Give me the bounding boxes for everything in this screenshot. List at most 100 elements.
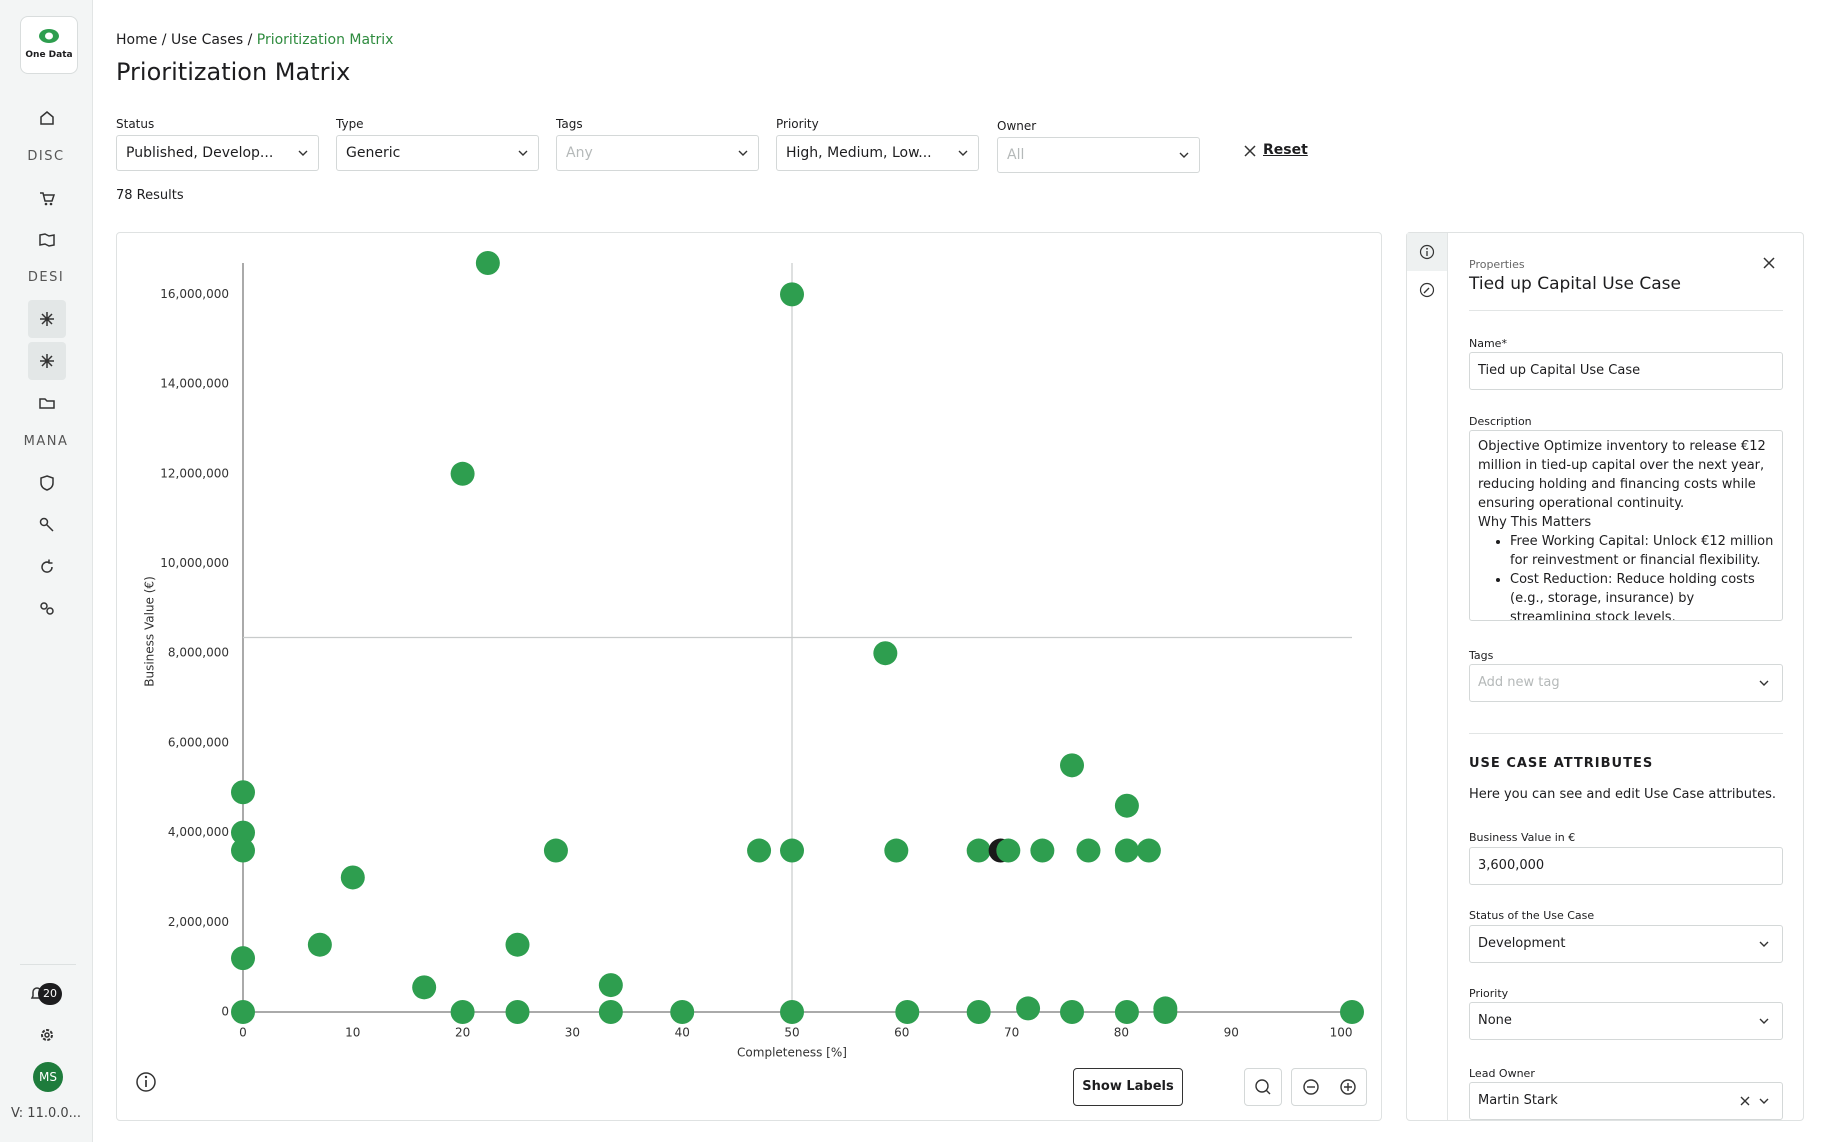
point[interactable] [231, 820, 255, 845]
divider [20, 964, 76, 965]
tags-input[interactable]: Add new tag [1469, 664, 1783, 702]
key-icon[interactable] [36, 514, 58, 536]
clear-button[interactable] [1739, 1095, 1751, 1107]
point[interactable] [747, 838, 772, 863]
home-icon[interactable] [36, 107, 58, 129]
name-input[interactable]: Tied up Capital Use Case [1469, 352, 1783, 390]
point[interactable] [231, 1000, 255, 1024]
point[interactable] [966, 1000, 991, 1024]
point[interactable] [895, 1000, 920, 1024]
breadcrumb-separator: / [161, 32, 167, 48]
point[interactable] [1016, 996, 1041, 1021]
refresh-icon[interactable] [36, 556, 58, 578]
zoom-out-button[interactable] [1292, 1069, 1330, 1105]
point[interactable] [505, 932, 530, 957]
panel-title: Tied up Capital Use Case [1469, 274, 1681, 294]
info-tab[interactable] [1419, 244, 1435, 260]
point[interactable] [780, 282, 805, 307]
filter-select[interactable]: High, Medium, Low... [776, 135, 979, 171]
cart-icon[interactable] [36, 187, 58, 209]
point[interactable] [966, 838, 991, 863]
description-bullet: Cost Reduction: Reduce holding costs (e.… [1510, 570, 1774, 620]
point[interactable] [884, 838, 909, 863]
point[interactable] [598, 973, 623, 998]
chevron [1759, 1098, 1769, 1104]
point[interactable] [1153, 1000, 1178, 1024]
x-tick-label: 20 [455, 1026, 470, 1040]
point[interactable] [780, 838, 805, 863]
filter-label: Status [116, 117, 155, 131]
chevron [738, 150, 748, 156]
logo[interactable]: One Data [20, 16, 78, 74]
point[interactable] [475, 251, 500, 275]
chevron [298, 150, 308, 156]
filter-label: Type [336, 117, 364, 131]
point[interactable] [231, 838, 255, 863]
x-tick-label: 90 [1224, 1026, 1239, 1040]
point[interactable] [1136, 838, 1161, 863]
users-icon[interactable] [36, 598, 58, 620]
show-labels-button[interactable]: Show Labels [1073, 1068, 1183, 1106]
point[interactable] [231, 946, 255, 971]
point[interactable] [598, 1000, 623, 1024]
point[interactable] [1076, 838, 1101, 863]
point[interactable] [1340, 1000, 1364, 1024]
matrix-icon[interactable] [36, 308, 58, 330]
zoom-reset-button[interactable] [1244, 1068, 1282, 1106]
priority-select[interactable]: None [1469, 1002, 1783, 1040]
filter-select[interactable]: All [997, 137, 1200, 173]
point[interactable] [340, 865, 365, 890]
point[interactable] [1114, 1000, 1139, 1024]
owner-select[interactable]: Martin Stark [1469, 1082, 1783, 1120]
point[interactable] [1060, 753, 1085, 778]
compass-tab[interactable] [1419, 282, 1435, 298]
zoom-group [1291, 1068, 1367, 1106]
point[interactable] [780, 1000, 805, 1024]
point[interactable] [1114, 793, 1139, 818]
business-value-input[interactable]: 3,600,000 [1469, 847, 1783, 885]
description-input[interactable]: Objective Optimize inventory to release … [1469, 430, 1783, 621]
folder-icon[interactable] [36, 392, 58, 414]
matrix-icon[interactable] [36, 350, 58, 372]
point[interactable] [505, 1000, 530, 1024]
status-select[interactable]: Development [1469, 925, 1783, 963]
section-label: DESI [27, 270, 65, 285]
point[interactable] [873, 641, 898, 666]
point[interactable] [231, 780, 255, 805]
point[interactable] [996, 838, 1021, 863]
chevron [518, 150, 528, 156]
point[interactable] [543, 838, 568, 863]
filter-select[interactable]: Published, Develop... [116, 135, 319, 171]
breadcrumb-link[interactable]: Use Cases [170, 32, 244, 48]
avatar[interactable]: MS [33, 1062, 63, 1092]
point[interactable] [1060, 1000, 1085, 1024]
point[interactable] [670, 1000, 695, 1024]
point[interactable] [1114, 838, 1139, 863]
point[interactable] [1030, 838, 1055, 863]
chart: 0 2,000,000 4,000,000 6,000,000 8,000,000 10,… [143, 251, 1364, 1060]
point[interactable] [307, 932, 332, 957]
filter-value: All [1007, 147, 1025, 163]
point[interactable] [450, 461, 475, 486]
reset-button[interactable]: Reset [1263, 142, 1308, 158]
filter-select[interactable]: Any [556, 135, 759, 171]
zoom-in-button[interactable] [1329, 1069, 1367, 1105]
close-button[interactable] [1762, 256, 1776, 270]
x-tick-label: 60 [894, 1026, 909, 1040]
point[interactable] [412, 975, 437, 1000]
filter-label: Tags [556, 117, 583, 131]
filter-select[interactable]: Generic [336, 135, 539, 171]
breadcrumb-link[interactable]: Home [116, 32, 158, 48]
info-icon[interactable] [134, 1070, 158, 1094]
settings-icon[interactable] [36, 1024, 58, 1046]
x-axis-title: Completeness [%] [737, 1046, 847, 1060]
point[interactable] [450, 1000, 475, 1024]
chart-card: 0 2,000,000 4,000,000 6,000,000 8,000,000 10,… [116, 232, 1382, 1121]
map-icon[interactable] [36, 229, 58, 251]
x-tick-label: 80 [1114, 1026, 1129, 1040]
shield-icon[interactable] [36, 472, 58, 494]
filter-value: Published, Develop... [126, 145, 274, 161]
x-tick-label: 70 [1004, 1026, 1019, 1040]
breadcrumb: Home / Use Cases / Prioritization Matrix [116, 32, 393, 48]
